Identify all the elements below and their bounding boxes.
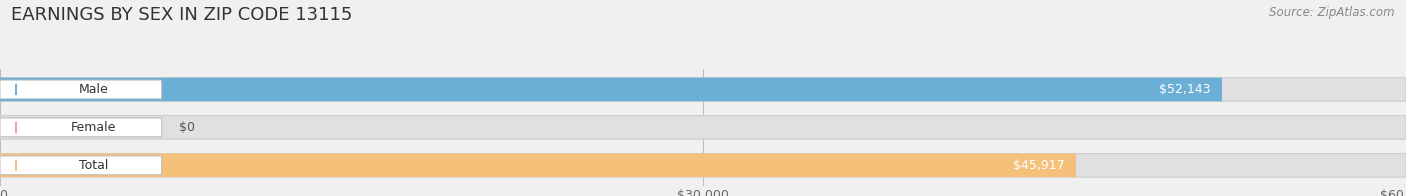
Text: Female: Female: [72, 121, 117, 134]
FancyBboxPatch shape: [0, 78, 1222, 101]
Text: Male: Male: [79, 83, 108, 96]
FancyBboxPatch shape: [0, 156, 162, 175]
Text: Source: ZipAtlas.com: Source: ZipAtlas.com: [1270, 6, 1395, 19]
FancyBboxPatch shape: [0, 116, 1406, 139]
FancyBboxPatch shape: [0, 154, 1406, 177]
FancyBboxPatch shape: [0, 78, 1406, 101]
FancyBboxPatch shape: [0, 118, 162, 137]
Text: EARNINGS BY SEX IN ZIP CODE 13115: EARNINGS BY SEX IN ZIP CODE 13115: [11, 6, 353, 24]
FancyBboxPatch shape: [0, 80, 162, 99]
Text: $45,917: $45,917: [1014, 159, 1064, 172]
Text: $0: $0: [179, 121, 194, 134]
Text: Total: Total: [79, 159, 108, 172]
Text: $52,143: $52,143: [1159, 83, 1211, 96]
FancyBboxPatch shape: [0, 154, 1076, 177]
